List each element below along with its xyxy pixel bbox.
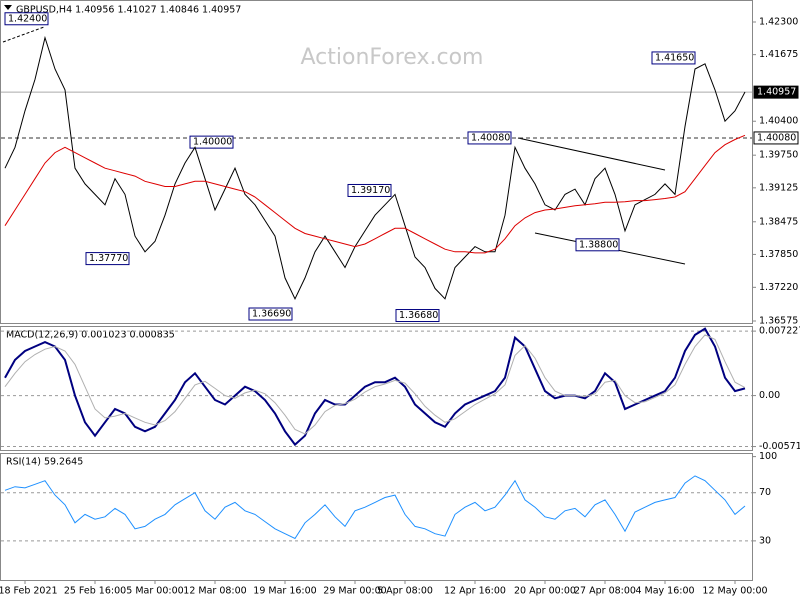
menu-arrow: [4, 5, 12, 10]
x-tick-label: 29 Mar 00:00: [323, 586, 386, 597]
y-tick-label: 30: [759, 535, 771, 546]
y-tick-label: 1.39750: [759, 150, 798, 161]
y-tick-label: 1.37850: [759, 249, 798, 260]
macd-title: MACD(12,26,9) 0.001023 0.000835: [6, 330, 175, 341]
price-panel: [0, 0, 753, 324]
x-tick-label: 18 Feb 2021: [0, 586, 58, 597]
x-tick-label: 4 May 16:00: [635, 586, 694, 597]
y-tick-label: 1.41675: [759, 49, 798, 60]
rsi-panel: [0, 453, 753, 581]
annotation-box: [347, 183, 392, 197]
series-line: [4, 327, 746, 447]
annotation-box: [395, 309, 440, 323]
y-tick-label: 0.00: [759, 390, 780, 401]
y-tick-label: -0.005714: [759, 441, 800, 452]
annotation-label: 1.36690: [252, 309, 291, 320]
y-tick-label: 1.36575: [759, 316, 798, 327]
annotation-box: [651, 51, 696, 65]
annotation-label: 1.38800: [579, 239, 618, 250]
series-line: [4, 475, 746, 540]
x-tick-label: 12 Apr 16:00: [444, 586, 506, 597]
trend-line: [517, 137, 666, 171]
y-tick-label: 1.39125: [759, 182, 798, 193]
series-line: [4, 35, 746, 300]
annotation-label: 1.40080: [471, 132, 510, 143]
trend-line: [2, 26, 45, 43]
annotation-box: [85, 252, 130, 266]
watermark: ActionForex.com: [301, 45, 484, 70]
price-box: [753, 85, 799, 99]
annotation-box: [575, 238, 620, 252]
x-tick-label: 27 Apr 08:00: [574, 586, 636, 597]
y-tick-label: 1.38475: [759, 216, 798, 227]
y-tick-label: 1.37220: [759, 282, 798, 293]
annotation-box: [467, 131, 512, 145]
series-line: [4, 134, 746, 254]
macd-panel: [0, 326, 753, 451]
y-tick-label: 1.42300: [759, 16, 798, 27]
price-box: [753, 131, 799, 145]
x-tick-label: 12 May 00:00: [702, 586, 767, 597]
price-label: 1.40080: [757, 132, 796, 143]
price-label: 1.40957: [757, 87, 796, 98]
x-tick-label: 19 Mar 16:00: [253, 586, 316, 597]
annotation-label: 1.39170: [351, 185, 390, 196]
x-tick-label: 25 Feb 16:00: [64, 586, 126, 597]
series-line: [4, 334, 746, 435]
annotation-label: 1.42400: [8, 13, 47, 24]
x-tick-label: 5 Mar 00:00: [126, 586, 183, 597]
chart-title: GBPUSD,H4 1.40956 1.41027 1.40846 1.4095…: [16, 5, 241, 16]
y-tick-label: 1.40400: [759, 116, 798, 127]
y-tick-label: 0.007227: [759, 326, 800, 337]
x-tick-label: 20 Apr 00:00: [514, 586, 576, 597]
y-tick-label: 100: [759, 451, 777, 462]
annotation-label: 1.40000: [193, 137, 232, 148]
y-tick-label: 70: [759, 487, 771, 498]
x-tick-label: 5 Apr 08:00: [377, 586, 433, 597]
annotation-label: 1.37770: [89, 253, 128, 264]
annotation-label: 1.36680: [399, 310, 438, 321]
annotation-label: 1.41650: [655, 52, 694, 63]
x-tick-label: 12 Mar 08:00: [183, 586, 246, 597]
annotation-box: [4, 12, 49, 26]
annotation-box: [248, 307, 293, 321]
annotation-box: [189, 135, 234, 149]
rsi-title: RSI(14) 59.2645: [6, 457, 83, 468]
